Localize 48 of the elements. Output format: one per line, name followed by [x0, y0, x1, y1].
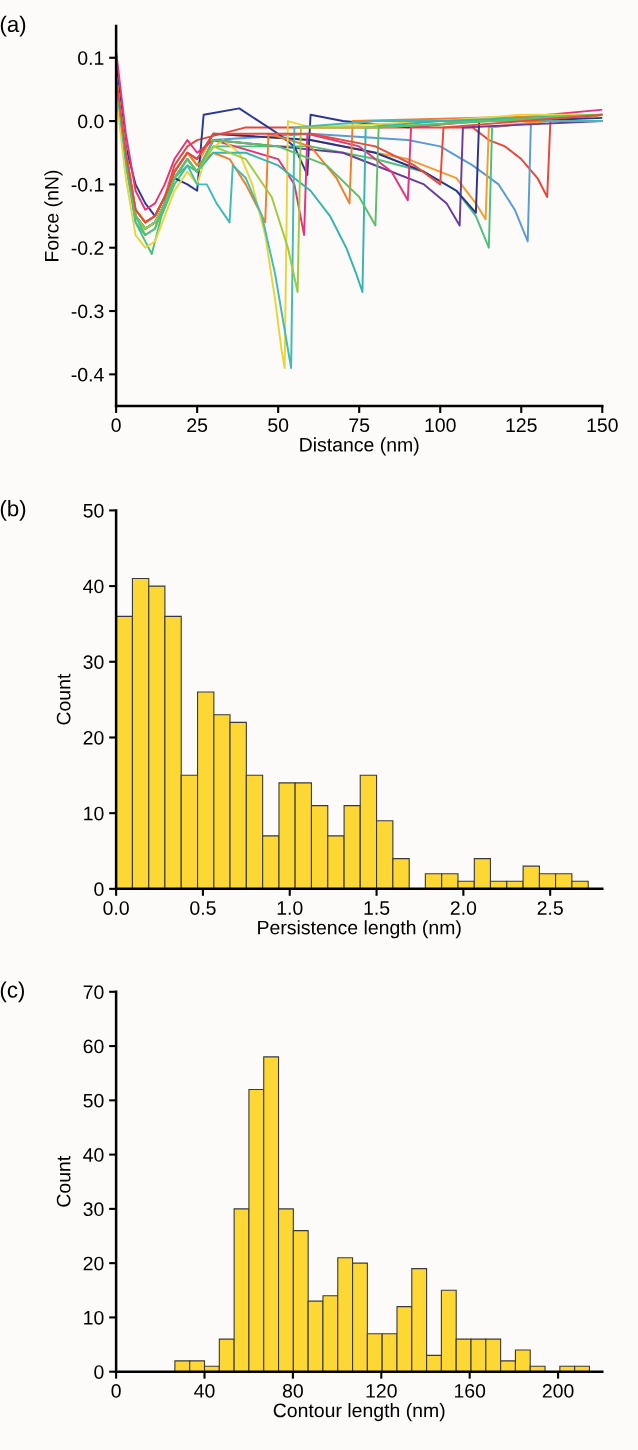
y-tick-label: 0.1 — [78, 51, 104, 65]
x-tick-label: 150 — [587, 418, 618, 433]
x-tick-label: 75 — [349, 418, 370, 433]
y-tick-label: 40 — [83, 579, 104, 594]
y-tick-label: 50 — [83, 1093, 104, 1108]
y-tick-label: -0.4 — [71, 367, 104, 382]
y-tick-label: -0.1 — [71, 177, 104, 192]
x-tick-label: 50 — [268, 418, 289, 433]
y-tick-label: 20 — [83, 1256, 104, 1271]
x-tick-label: 200 — [542, 1384, 574, 1398]
y-tick-label: 60 — [83, 1039, 104, 1054]
x-tick-label: 40 — [194, 1384, 215, 1398]
y-tick-label: 30 — [83, 1202, 104, 1217]
x-tick-label: 125 — [506, 418, 537, 433]
x-tick-label: 0.0 — [103, 901, 129, 915]
x-tick-label: 25 — [187, 418, 208, 433]
y-axis-title: Count — [56, 673, 71, 725]
x-tick-label: 0.5 — [190, 901, 216, 915]
x-tick-label: 160 — [454, 1384, 486, 1398]
y-tick-label: -0.2 — [71, 241, 104, 255]
y-tick-label: 50 — [83, 503, 104, 518]
x-axis-title: Persistence length (nm) — [258, 920, 461, 939]
x-tick-label: 0 — [111, 418, 121, 433]
x-tick-label: 1.5 — [364, 901, 390, 915]
y-tick-label: 0 — [94, 1365, 104, 1379]
x-axis-title: Contour length (nm) — [273, 1403, 445, 1422]
y-tick-label: 0.0 — [78, 114, 104, 129]
text: (b) — [0, 500, 26, 521]
y-axis-title: Force (nN) — [44, 170, 63, 261]
x-tick-label: 2.5 — [537, 901, 563, 915]
text: (c) — [0, 981, 24, 1003]
y-tick-label: 70 — [83, 985, 104, 1000]
x-tick-label: 100 — [425, 418, 456, 433]
y-tick-label: 10 — [84, 1310, 104, 1325]
y-tick-label: 30 — [83, 655, 104, 670]
x-tick-label: 0 — [111, 1384, 121, 1398]
x-tick-label: 1.0 — [277, 901, 303, 915]
y-tick-label: 40 — [83, 1148, 104, 1162]
x-tick-label: 80 — [282, 1384, 303, 1398]
x-tick-label: 120 — [366, 1384, 397, 1398]
text: (a) — [0, 15, 26, 37]
x-axis-title: Distance (nm) — [300, 437, 419, 456]
y-tick-label: -0.3 — [71, 304, 104, 319]
y-tick-label: 0 — [94, 882, 104, 897]
y-tick-label: 20 — [83, 730, 104, 745]
y-axis-title: Count — [56, 1155, 71, 1207]
x-tick-label: 2.0 — [450, 901, 477, 915]
y-tick-label: 10 — [84, 806, 104, 821]
